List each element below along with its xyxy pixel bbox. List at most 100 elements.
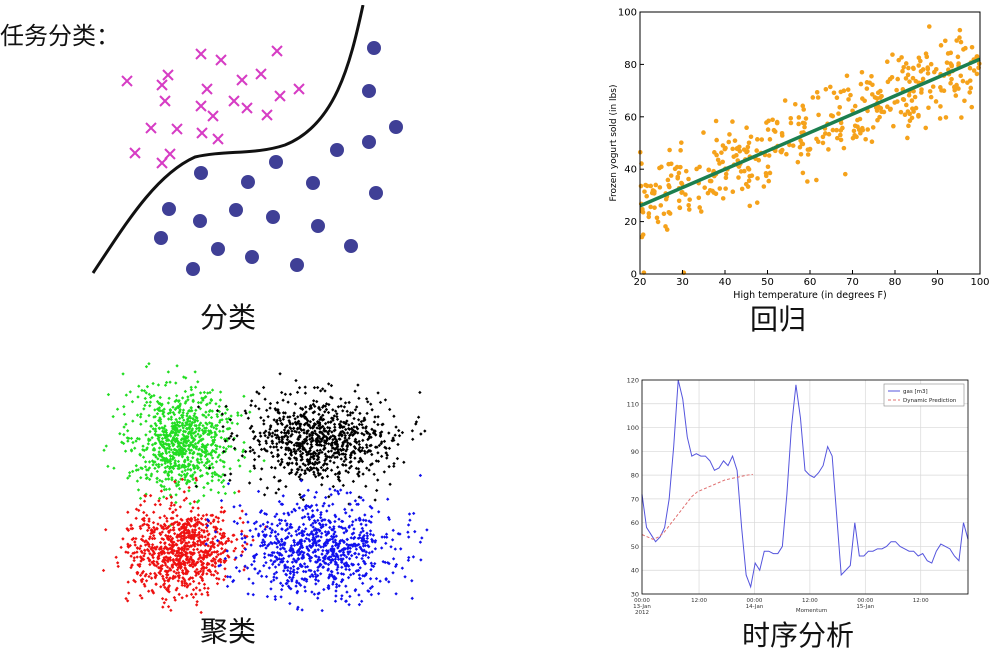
cluster-point: [341, 409, 345, 413]
cluster-point: [196, 460, 200, 464]
scatter-point: [864, 86, 870, 91]
cluster-point: [191, 579, 196, 584]
cluster-point: [177, 480, 181, 484]
cluster-point: [391, 528, 395, 533]
dot-marker: [367, 41, 381, 55]
cluster-point: [127, 591, 131, 595]
cluster-point: [391, 557, 396, 561]
cluster-point: [296, 467, 301, 472]
cluster-point: [268, 406, 272, 410]
scatter-point: [788, 115, 794, 121]
cluster-point: [323, 518, 327, 522]
scatter-point: [638, 183, 644, 189]
cluster-point: [240, 550, 245, 554]
scatter-point: [702, 185, 708, 190]
cluster-point: [326, 410, 331, 415]
cluster-point: [158, 502, 163, 507]
scatter-point: [652, 189, 657, 194]
cluster-point: [193, 411, 197, 416]
scatter-point: [842, 171, 848, 177]
scatter-point: [913, 105, 919, 111]
cluster-point: [147, 477, 152, 482]
cluster-point: [225, 407, 230, 412]
cluster-point: [219, 498, 224, 503]
cluster-point: [248, 410, 252, 414]
cluster-point: [144, 364, 149, 369]
cluster-point: [175, 364, 179, 368]
cluster-point: [274, 445, 279, 449]
cluster-point: [335, 417, 340, 421]
scatter-point: [652, 205, 657, 210]
cluster-point: [191, 588, 196, 592]
cluster-point: [259, 574, 264, 578]
cluster-point: [298, 465, 302, 469]
cluster-point: [335, 414, 339, 419]
cluster-point: [303, 391, 308, 395]
cluster-point: [236, 458, 241, 463]
cluster-point: [387, 431, 391, 435]
cluster-point: [149, 424, 154, 428]
cross-marker: [195, 100, 207, 112]
legend-label: Dynamic Prediction: [903, 398, 957, 404]
cluster-point: [156, 383, 161, 387]
dot-marker: [306, 176, 320, 190]
cluster-point: [380, 430, 384, 434]
cluster-point: [221, 425, 225, 429]
cluster-point: [343, 433, 348, 438]
scatter-point: [831, 90, 837, 96]
cross-marker: [164, 148, 176, 160]
cluster-point: [199, 543, 203, 547]
cluster-point: [368, 532, 373, 536]
cluster-point: [157, 401, 161, 406]
cluster-point: [286, 446, 290, 450]
cluster-point: [373, 415, 377, 419]
cluster-point: [396, 442, 400, 447]
plot-frame: [639, 11, 981, 275]
cluster-point: [262, 564, 266, 568]
cluster-point: [180, 568, 185, 573]
cluster-point: [232, 549, 236, 553]
cluster-point: [372, 429, 376, 433]
caption-timeseries: 时序分析: [741, 619, 854, 652]
y-tick-label: 120: [627, 377, 639, 385]
cluster-point: [213, 535, 217, 539]
cluster-point: [155, 469, 159, 474]
cluster-point: [357, 439, 361, 444]
cluster-point: [239, 532, 244, 536]
cluster-point: [290, 468, 294, 472]
cluster-point: [153, 408, 157, 412]
cluster-point: [372, 472, 376, 476]
cluster-point: [348, 594, 352, 599]
y-tick-label: 40: [631, 567, 639, 575]
y-tick-label: 0: [631, 270, 637, 281]
cluster-point: [204, 410, 208, 414]
cluster-point: [174, 508, 178, 512]
x-tick-label: 12:00: [802, 598, 818, 604]
scatter-point: [896, 57, 902, 63]
cluster-point: [345, 537, 349, 542]
scatter-point: [744, 125, 749, 131]
scatter-point: [956, 86, 961, 91]
cluster-point: [282, 465, 287, 470]
cluster-point: [284, 549, 288, 554]
cluster-point: [370, 452, 374, 457]
scatter-point: [730, 146, 735, 152]
cluster-point: [169, 501, 174, 505]
cluster-point: [325, 509, 329, 513]
cluster-point: [138, 503, 143, 507]
cluster-point: [155, 480, 159, 484]
scatter-point: [696, 195, 702, 201]
scatter-point: [879, 93, 884, 99]
cluster-point: [365, 411, 369, 416]
cluster-point: [193, 481, 197, 485]
cluster-point: [375, 488, 379, 493]
cluster-point: [183, 468, 187, 473]
cluster-point: [419, 558, 423, 562]
cluster-point: [191, 456, 195, 460]
cluster-point: [321, 565, 326, 569]
cluster-point: [329, 493, 333, 497]
cluster-point: [177, 487, 182, 491]
scatter-point: [963, 45, 968, 51]
scatter-point: [790, 143, 796, 148]
cluster-point: [160, 463, 164, 467]
